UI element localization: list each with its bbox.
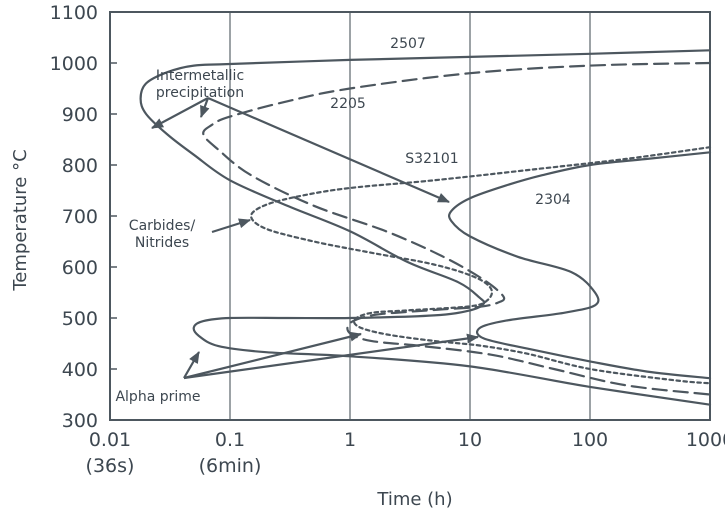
tick-labels: 0.01 (36s) 0.1 (6min) 1 10 100 1000 300 400 500 600…: [50, 2, 725, 477]
x-tick-sublabel: (36s): [86, 455, 135, 477]
annotation-arrow: [183, 333, 479, 380]
curve-2304: [447, 151, 712, 380]
y-tick-label: 500: [62, 308, 98, 330]
annotation-label: 2304: [535, 192, 571, 208]
x-tick-label: 0.1: [215, 429, 245, 451]
annotation-arrow: [183, 351, 200, 379]
curve-s32101: [250, 146, 712, 385]
y-tick-label: 400: [62, 359, 98, 381]
y-tick-label: 300: [62, 410, 98, 432]
annotation-label: Nitrides: [135, 235, 189, 251]
y-axis-title: Temperature °C: [10, 149, 31, 291]
annotation-label: S32101: [405, 151, 458, 167]
annotation-arrow: [151, 97, 209, 129]
annotations: 2507 2205 S32101 2304 Intermetallicprecipita…: [115, 36, 570, 405]
annotation-label: 2205: [330, 96, 366, 112]
y-tick-label: 900: [62, 104, 98, 126]
x-tick-label: 100: [572, 429, 608, 451]
annotation-arrow: [183, 331, 362, 380]
annotation-label: Intermetallic: [156, 68, 244, 84]
y-tick-label: 800: [62, 155, 98, 177]
annotation-label: 2507: [390, 36, 426, 52]
y-tick-label: 600: [62, 257, 98, 279]
annotation-label: Carbides/: [129, 218, 196, 234]
arrows: [151, 96, 479, 380]
x-tick-label: 10: [458, 429, 482, 451]
annotation-arrow: [211, 218, 251, 234]
curves: [139, 49, 712, 406]
plot-frame: [109, 11, 711, 421]
annotation-arrow: [207, 96, 450, 204]
x-axis-title: Time (h): [376, 489, 452, 510]
curve-2205: [202, 61, 712, 396]
x-tick-sublabel: (6min): [199, 455, 262, 477]
y-tick-label: 700: [62, 206, 98, 228]
y-tick-label: 1000: [50, 53, 98, 75]
annotation-arrow: [199, 97, 210, 118]
annotation-label: precipitation: [156, 85, 244, 101]
x-tick-label: 1: [344, 429, 356, 451]
curve-2507: [139, 49, 712, 406]
x-tick-label: 0.01: [89, 429, 131, 451]
annotation-label: Alpha prime: [115, 389, 200, 405]
y-tick-label: 1100: [50, 2, 98, 24]
x-tick-label: 1000: [686, 429, 725, 451]
